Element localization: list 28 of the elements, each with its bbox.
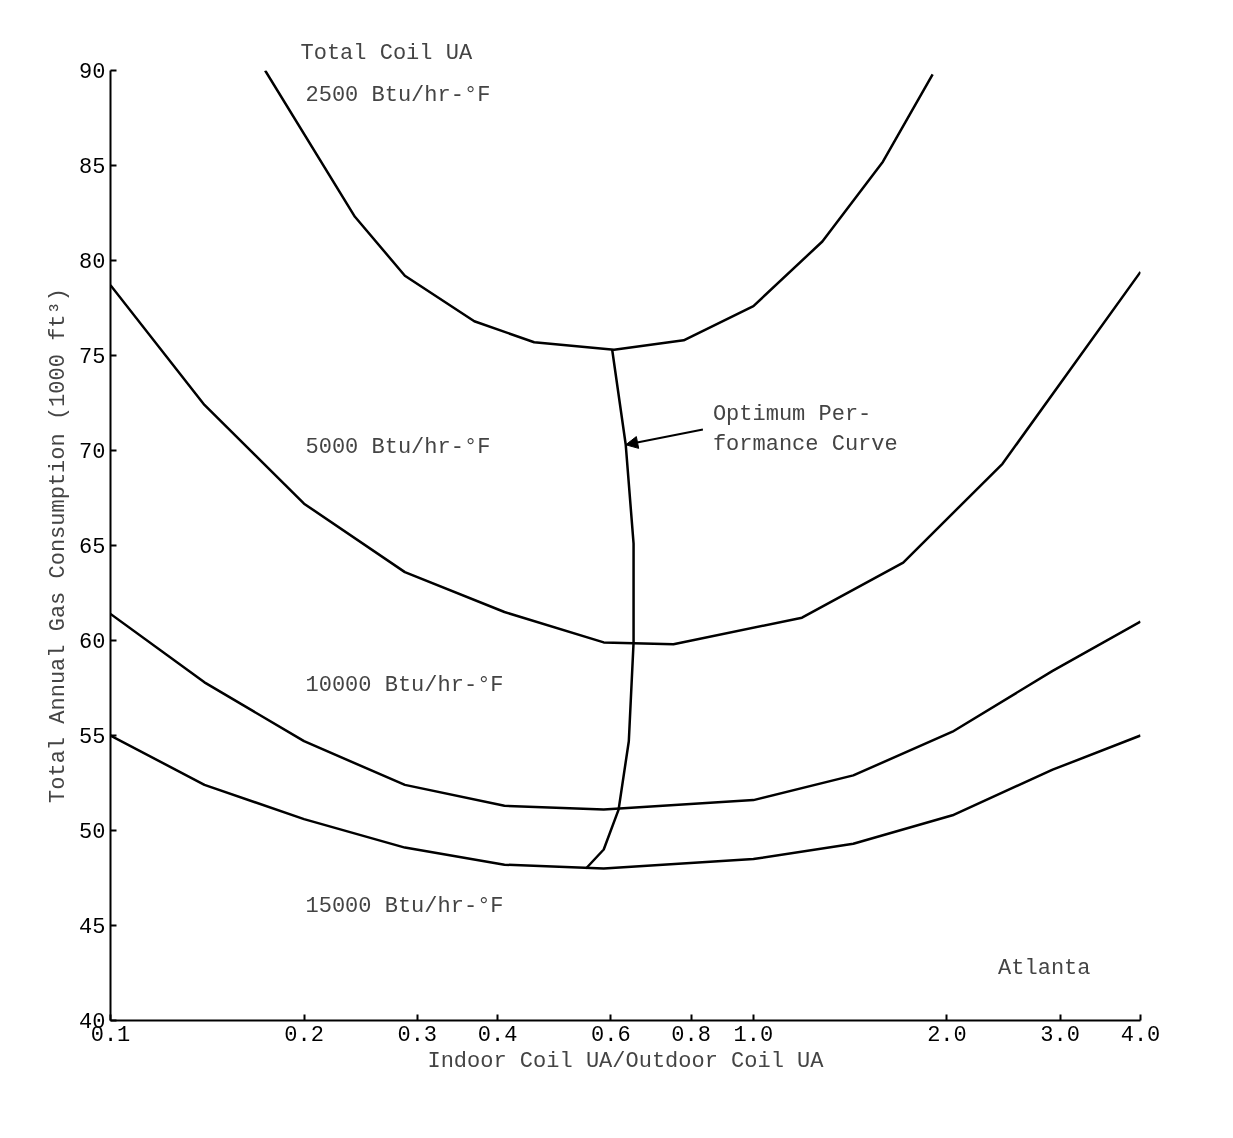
x-tick-label: 2.0 xyxy=(927,1022,967,1048)
x-tick-label: 0.2 xyxy=(284,1022,324,1048)
y-tick-label: 75 xyxy=(79,345,106,370)
x-tick-label: 4.0 xyxy=(1120,1022,1161,1048)
annotation: 5000 Btu/hr-°F xyxy=(305,435,491,460)
annotation: 15000 Btu/hr-°F xyxy=(305,894,504,919)
y-tick-label: 55 xyxy=(79,725,106,750)
y-axis-title: Total Annual Gas Consumption (1000 ft³) xyxy=(46,288,72,803)
x-tick-label: 0.3 xyxy=(397,1022,438,1048)
x-tick-label: 1.0 xyxy=(733,1022,774,1048)
x-tick-label: 0.4 xyxy=(477,1022,518,1048)
y-tick-label: 50 xyxy=(79,820,106,845)
annotation: 10000 Btu/hr-°F xyxy=(305,673,504,698)
x-tick-label: 0.6 xyxy=(590,1022,631,1048)
y-tick-label: 45 xyxy=(79,915,106,940)
annotation: Optimum Per- formance Curve xyxy=(712,402,898,458)
annotation: 2500 Btu/hr-°F xyxy=(305,83,491,108)
annotation: Atlanta xyxy=(998,955,1091,981)
y-tick-label: 70 xyxy=(79,440,106,465)
x-tick-label: 3.0 xyxy=(1040,1022,1080,1048)
y-tick-label: 80 xyxy=(79,250,106,275)
x-axis-title: Indoor Coil UA/Outdoor Coil UA xyxy=(427,1048,825,1074)
y-tick-label: 90 xyxy=(79,60,106,85)
x-tick-label: 0.8 xyxy=(671,1022,711,1048)
y-tick-label: 85 xyxy=(79,155,106,180)
chart-title: Total Coil UA xyxy=(300,40,473,66)
y-tick-label: 65 xyxy=(79,535,106,560)
y-tick-label: 60 xyxy=(79,630,106,655)
